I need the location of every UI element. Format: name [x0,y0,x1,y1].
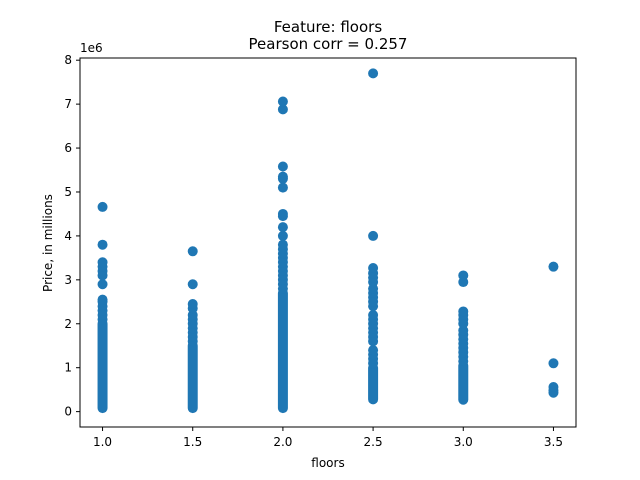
y-axis-offset-label: 1e6 [80,41,103,55]
data-point [277,182,288,193]
data-point [277,161,288,172]
data-point [97,279,108,290]
y-tick-label: 0 [64,405,72,419]
y-tick-label: 5 [64,185,72,199]
plot-frame [79,57,577,428]
data-point [548,358,559,369]
y-axis-label: Price, in millions [41,194,55,292]
x-tick-label: 2.5 [364,435,383,449]
data-point [277,104,288,115]
data-point [458,306,469,317]
data-point [277,222,288,233]
data-point [368,68,379,79]
y-tick-label: 8 [64,53,72,67]
data-point [97,201,108,212]
y-tick-label: 1 [64,361,72,375]
x-tick-label: 2.0 [273,435,292,449]
data-point [458,270,469,281]
x-tick-label: 1.5 [183,435,202,449]
data-point [277,208,288,219]
dense-point-cluster [368,362,379,405]
x-axis: 1.0 1.5 2.0 2.5 3.0 3.5 [93,427,563,449]
dense-point-cluster [187,340,198,414]
data-point [368,230,379,241]
data-point [277,230,288,241]
x-tick-label: 3.5 [544,435,563,449]
chart-title-line1: Feature: floors [274,18,382,36]
data-point [368,309,379,320]
data-point [368,262,379,273]
dense-point-cluster [458,360,469,405]
y-tick-label: 3 [64,273,72,287]
data-point [187,246,198,257]
data-points [97,68,559,414]
y-tick-label: 6 [64,141,72,155]
data-point [97,239,108,250]
data-point [97,257,108,268]
data-point [548,261,559,272]
chart-title-line2: Pearson corr = 0.257 [249,35,408,53]
x-tick-label: 3.0 [454,435,473,449]
y-tick-label: 7 [64,97,72,111]
dense-point-cluster [277,288,288,414]
x-axis-label: floors [311,456,344,470]
x-tick-label: 1.0 [93,435,112,449]
dense-point-cluster [97,318,108,414]
data-point [277,96,288,107]
data-point [277,239,288,250]
data-point [97,294,108,305]
data-point [548,382,559,393]
y-tick-label: 4 [64,229,72,243]
y-tick-label: 2 [64,317,72,331]
data-point [277,171,288,182]
data-point [187,279,198,290]
data-point [187,299,198,309]
data-point [368,345,379,356]
y-axis: 0 1 2 3 4 5 6 7 8 [64,53,80,419]
